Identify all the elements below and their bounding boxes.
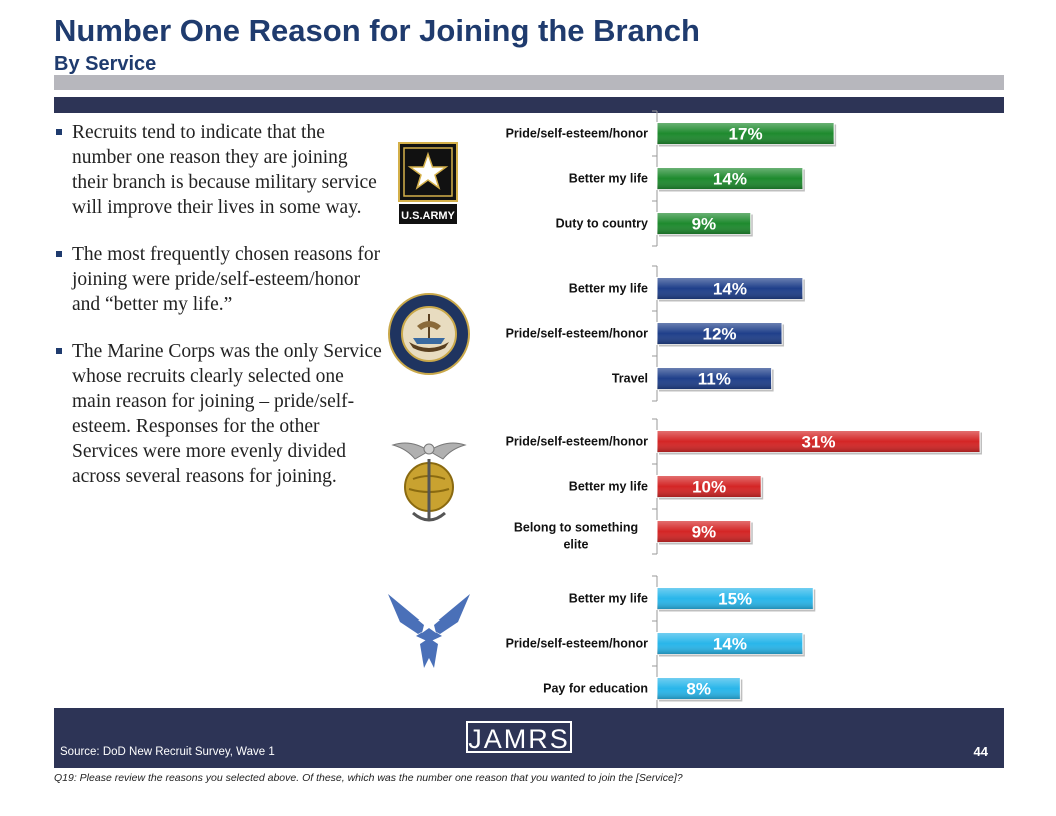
header-grey-band xyxy=(54,75,1004,90)
category-label: Pride/self-esteem/honor xyxy=(506,127,649,141)
category-label: Pride/self-esteem/honor xyxy=(506,327,649,341)
data-label: 17% xyxy=(729,125,763,144)
bullet-square-icon xyxy=(56,348,62,354)
chart-layer: 17% Pride/self-esteem/honor 14% Better my l… xyxy=(506,110,982,712)
category-label: Better my life xyxy=(569,592,648,606)
category-label: Pride/self-esteem/honor xyxy=(506,435,649,449)
source-note: Source: DoD New Recruit Survey, Wave 1 xyxy=(60,746,275,758)
category-label: Pride/self-esteem/honor xyxy=(506,637,649,651)
eagle-globe-anchor-icon xyxy=(391,442,467,522)
bullet-text: Recruits tend to indicate that the numbe… xyxy=(72,122,377,218)
data-label: 14% xyxy=(713,170,747,189)
data-label: 8% xyxy=(686,680,711,699)
data-label: 11% xyxy=(698,370,731,389)
bar-gloss xyxy=(657,322,783,345)
header-navy-band xyxy=(54,97,1004,113)
category-label: Belong to something elite xyxy=(514,521,638,552)
category-label: Better my life xyxy=(569,480,648,494)
question-note: Q19: Please review the reasons you selec… xyxy=(54,772,683,784)
data-label: 14% xyxy=(713,280,747,299)
data-label: 9% xyxy=(692,215,717,234)
bar-gloss xyxy=(657,430,980,453)
bar-gloss xyxy=(657,212,751,235)
bullet-square-icon xyxy=(56,129,62,135)
category-label: Pay for education xyxy=(543,682,648,696)
data-label: 12% xyxy=(703,325,737,344)
category-label-line: Belong to something xyxy=(514,521,638,535)
category-label: Duty to country xyxy=(556,217,648,231)
bar-gloss xyxy=(657,367,772,390)
bar-gloss xyxy=(657,277,803,300)
data-label: 31% xyxy=(801,433,835,452)
army-logo-text: U.S.ARMY xyxy=(401,210,455,222)
bar-gloss xyxy=(657,520,751,543)
page-subtitle: By Service xyxy=(54,53,157,75)
data-label: 14% xyxy=(713,635,747,654)
category-label: Travel xyxy=(612,372,648,386)
bar-gloss xyxy=(657,167,803,190)
bullet-text: The Marine Corps was the only Service wh… xyxy=(72,341,382,487)
category-label: Better my life xyxy=(569,172,648,186)
data-label: 9% xyxy=(692,523,717,542)
data-label: 15% xyxy=(718,590,752,609)
navy-seal-icon xyxy=(388,293,470,375)
category-label-line: elite xyxy=(563,538,588,552)
bullet-list: Recruits tend to indicate that the numbe… xyxy=(54,120,384,511)
bar-gloss xyxy=(657,632,803,655)
page-number: 44 xyxy=(973,744,988,759)
bar-gloss xyxy=(657,677,741,700)
bar-gloss xyxy=(657,122,835,145)
category-label: Better my life xyxy=(569,282,648,296)
bullet-item: The Marine Corps was the only Service wh… xyxy=(54,339,384,489)
bullet-text: The most frequently chosen reasons for j… xyxy=(72,244,381,315)
army-logo-icon: U.S.ARMY xyxy=(398,142,458,224)
air-force-wings-icon xyxy=(388,594,470,668)
bar-gloss xyxy=(657,587,814,610)
bullet-square-icon xyxy=(56,251,62,257)
footer-bar: JAMRS Source: DoD New Recruit Survey, Wa… xyxy=(54,708,1004,768)
bar-gloss xyxy=(657,475,762,498)
bullet-item: Recruits tend to indicate that the numbe… xyxy=(54,120,384,220)
jamrs-logo: JAMRS xyxy=(466,721,572,754)
bullet-item: The most frequently chosen reasons for j… xyxy=(54,242,384,317)
data-label: 10% xyxy=(692,478,726,497)
page-title: Number One Reason for Joining the Branch xyxy=(54,13,700,48)
